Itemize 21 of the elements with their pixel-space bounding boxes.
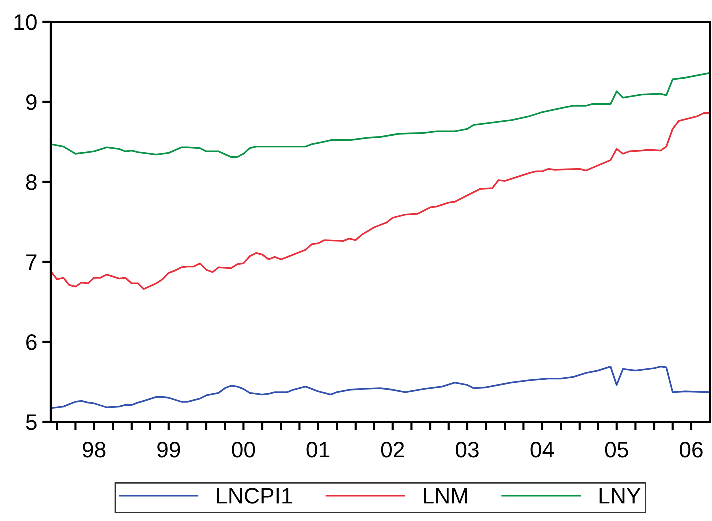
x-tick-label: 00 [232,442,256,458]
y-tick-label: 8 [26,174,37,190]
legend-label: LNCPI1 [217,488,292,504]
x-tick-label: 05 [605,442,628,458]
line-series [50,72,710,158]
y-tick-label: 7 [26,254,37,270]
x-tick-label: 01 [306,442,330,458]
line-series [50,366,710,410]
x-tick-label: 03 [456,442,479,458]
legend-label: LNM [424,488,468,504]
legend-label: LNY [600,488,641,504]
line-series [50,112,710,290]
y-tick-label: 6 [26,334,37,350]
x-tick-label: 02 [381,442,404,458]
x-tick-label: 99 [158,442,180,458]
y-tick-label: 10 [14,14,37,30]
y-tick-label: 5 [26,414,37,430]
y-tick-label: 9 [26,94,37,110]
x-tick-label: 98 [82,442,106,458]
x-tick-label: 04 [530,442,554,458]
x-tick-label: 06 [680,442,703,458]
